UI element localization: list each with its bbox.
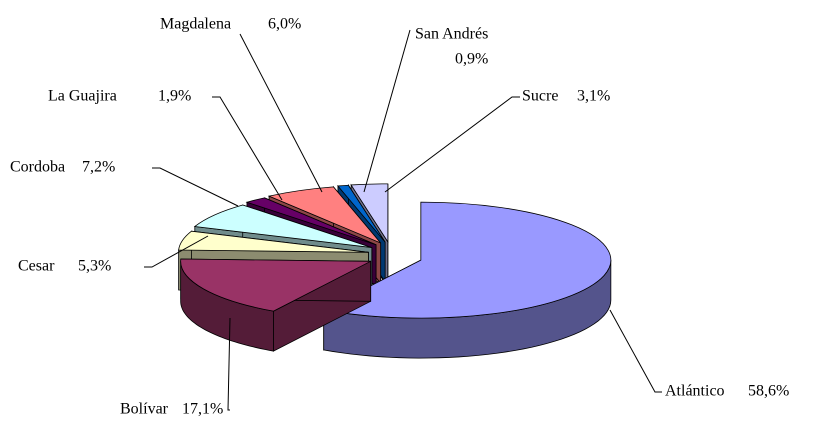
slice-value-label: 6,0% xyxy=(268,16,301,33)
leader-line xyxy=(152,167,239,207)
slice-label: Atlántico xyxy=(665,383,725,400)
slice-value-label: 1,9% xyxy=(158,88,191,105)
slice xyxy=(350,183,389,244)
slice-label: Cordoba xyxy=(10,159,65,176)
slice xyxy=(322,201,612,319)
slice-label: Magdalena xyxy=(160,16,231,33)
leader-line xyxy=(239,33,323,193)
slice-value-label: 58,6% xyxy=(748,383,789,400)
leader-line xyxy=(144,235,209,268)
slice-value-label: 5,3% xyxy=(78,258,111,275)
slice xyxy=(193,204,372,248)
slice xyxy=(337,184,386,243)
slice-value-label: 7,2% xyxy=(82,159,115,176)
leader-line xyxy=(212,96,283,201)
slice-label: Sucre xyxy=(522,88,558,105)
slice xyxy=(267,186,381,244)
slice-value-label: 0,9% xyxy=(455,51,488,68)
slice-value-label: 3,1% xyxy=(577,88,610,105)
leader-line xyxy=(384,96,520,193)
slice-group xyxy=(180,258,372,352)
slice-value-label: 17,1% xyxy=(182,401,223,418)
slice-label: Cesar xyxy=(18,258,55,275)
slice-group xyxy=(322,201,612,359)
slice xyxy=(178,230,369,253)
leader-line xyxy=(609,309,662,393)
leader-line xyxy=(363,29,411,193)
slice-label: San Andrés xyxy=(415,26,488,43)
slice-label: La Guajira xyxy=(48,88,117,105)
leader-line xyxy=(227,317,231,411)
slice-label: Bolívar xyxy=(120,401,169,418)
slice xyxy=(180,258,371,312)
slice xyxy=(245,197,377,246)
